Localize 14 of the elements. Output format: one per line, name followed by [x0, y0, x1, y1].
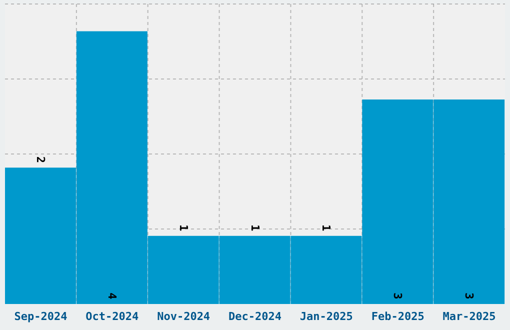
data-label: 1: [176, 224, 190, 232]
x-tick-label: Nov-2024: [157, 310, 210, 323]
x-tick-label: Feb-2025: [371, 310, 424, 323]
data-label: 3: [391, 292, 404, 300]
x-tick-label: Jan-2025: [300, 310, 353, 323]
x-tick-label: Sep-2024: [14, 310, 68, 323]
data-label: 2: [34, 156, 47, 163]
data-label: 4: [105, 292, 118, 300]
data-label: 3: [462, 292, 476, 300]
x-tick-label: Dec-2024: [228, 310, 282, 323]
x-tick-label: Oct-2024: [86, 310, 140, 323]
data-label: 1: [320, 224, 333, 232]
data-label: 1: [248, 224, 262, 232]
x-tick-label: Mar-2025: [442, 310, 496, 323]
